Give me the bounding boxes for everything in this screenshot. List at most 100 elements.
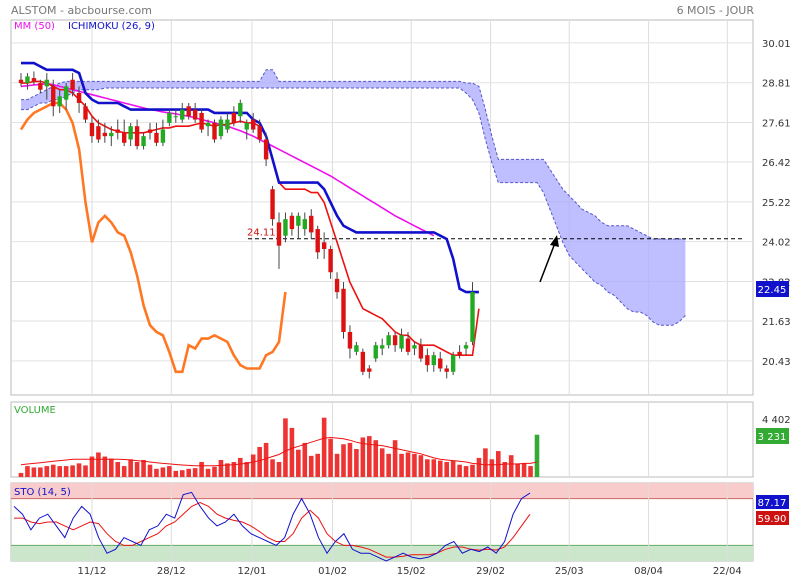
volume-bar	[328, 438, 333, 477]
price-y-tick: 27.61	[762, 119, 791, 130]
volume-bar	[83, 465, 88, 477]
volume-bar	[367, 436, 372, 477]
candle	[289, 212, 295, 236]
volume-bar	[360, 437, 366, 477]
volume-bar	[218, 459, 224, 477]
candle	[147, 122, 153, 140]
volume-bar	[521, 463, 527, 477]
volume-bar	[109, 458, 114, 477]
candle	[418, 338, 424, 362]
candle	[257, 119, 262, 143]
last-price-badge	[756, 281, 789, 297]
volume-bar	[386, 453, 391, 477]
volume-bar	[186, 468, 191, 477]
candle	[263, 132, 269, 167]
sto-d-badge	[756, 511, 789, 525]
volume-bar	[450, 460, 456, 477]
volume-bar	[334, 453, 340, 477]
volume-bar	[412, 453, 417, 477]
price-y-tick: 24.02	[762, 238, 791, 249]
volume-bar	[308, 455, 314, 477]
volume-bar	[115, 462, 121, 477]
volume-bar	[25, 466, 30, 477]
sto-k-badge	[756, 495, 789, 509]
candle	[212, 119, 217, 143]
volume-bar	[244, 462, 250, 477]
volume-bar	[76, 463, 82, 477]
volume-label: VOLUME	[14, 405, 56, 416]
volume-bar	[354, 449, 359, 477]
x-tick: 25/03	[555, 566, 584, 577]
volume-bar	[528, 466, 533, 477]
candle	[354, 341, 359, 356]
candle	[321, 232, 327, 259]
volume-bar	[405, 452, 411, 477]
volume-bar	[141, 459, 146, 477]
volume-average-line	[20, 436, 538, 467]
candle	[276, 212, 282, 269]
price-y-tick: 26.42	[762, 158, 791, 169]
price-y-tick: 21.63	[762, 317, 791, 328]
candle	[425, 348, 430, 372]
candle	[115, 119, 120, 140]
volume-bar	[250, 454, 256, 477]
oversold-zone	[11, 545, 753, 561]
volume-bar	[437, 460, 443, 477]
volume-bar	[283, 418, 288, 477]
volume-bar	[463, 466, 469, 477]
candle	[412, 341, 417, 356]
candle	[347, 325, 353, 359]
candle	[70, 73, 75, 97]
x-tick: 28/12	[157, 566, 186, 577]
candle	[167, 109, 172, 127]
trend-arrow-icon	[539, 235, 559, 283]
x-tick: 01/02	[318, 566, 347, 577]
kijun-line	[21, 61, 479, 294]
candle	[192, 102, 198, 123]
sto-d-value: 59.90	[758, 514, 787, 525]
candle	[405, 331, 411, 356]
candle	[128, 122, 133, 147]
candle	[63, 83, 69, 110]
chart-period: 6 MOIS - JOUR	[677, 4, 755, 17]
x-tick: 29/02	[476, 566, 505, 577]
volume-bar	[315, 453, 320, 477]
volume-bar	[508, 455, 514, 477]
volume-bar	[134, 462, 140, 477]
candle	[283, 212, 288, 243]
candle	[173, 109, 178, 123]
candle	[444, 365, 449, 379]
stochastic-label: STO (14, 5)	[14, 487, 71, 498]
price-y-tick: 25.22	[762, 198, 791, 209]
volume-bar	[57, 466, 62, 477]
volume-bar	[128, 459, 133, 477]
candle	[83, 102, 88, 123]
volume-bar	[289, 427, 295, 477]
volume-bar	[399, 453, 404, 477]
volume-bar	[302, 442, 308, 477]
volume-bar	[321, 417, 327, 477]
candle	[392, 331, 398, 352]
volume-bar	[470, 464, 475, 477]
candle	[109, 126, 114, 147]
candle	[360, 348, 366, 376]
candle	[154, 122, 159, 147]
candle	[44, 73, 49, 100]
ichimoku-cloud-edges	[21, 69, 686, 326]
volume-bar	[534, 434, 540, 477]
candle	[438, 351, 443, 372]
candle	[341, 282, 346, 339]
candle	[38, 79, 43, 94]
candle	[315, 225, 320, 259]
volume-bar	[192, 468, 198, 477]
volume-bar	[392, 440, 398, 477]
candle	[399, 328, 404, 352]
volume-bar	[476, 457, 482, 477]
volume-bar	[347, 442, 353, 477]
last-price-label: 22.45	[758, 285, 787, 296]
volume-bar	[502, 462, 508, 477]
candle	[25, 73, 30, 90]
last-volume-badge	[756, 428, 789, 444]
candle	[470, 282, 475, 346]
volume-bar	[431, 459, 437, 477]
